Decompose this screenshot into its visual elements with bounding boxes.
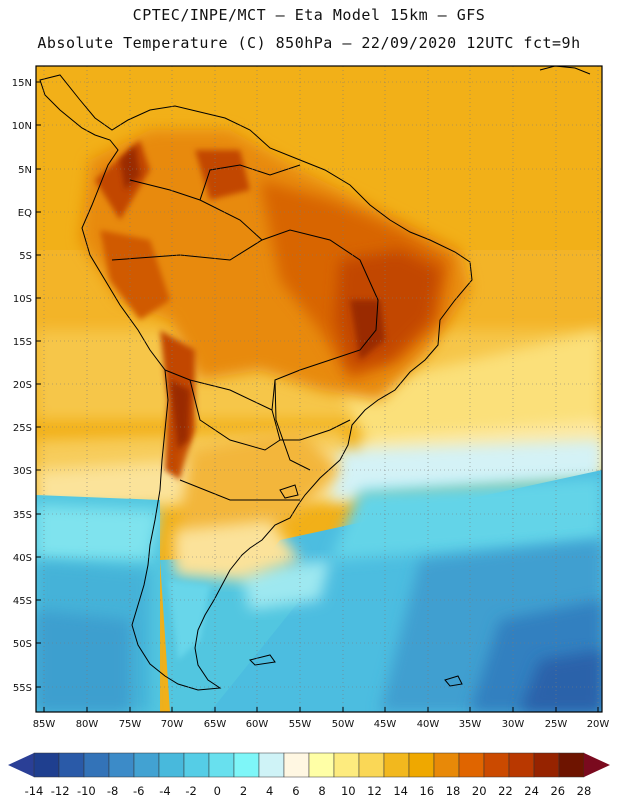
colorbar-swatch [308,752,335,778]
chart-title-line1: CPTEC/INPE/MCT – Eta Model 15km – GFS [132,6,486,24]
lat-label: 45S [13,596,32,607]
lat-label: EQ [18,208,32,219]
colorbar-swatch [433,752,460,778]
lat-label: 20S [13,380,32,391]
lon-label: 80W [76,719,99,730]
colorbar-swatch [533,752,560,778]
coastlines [39,66,591,691]
axis-ticks [36,81,599,712]
lat-label: 10S [13,294,32,305]
colorbar-high-arrow [584,753,610,777]
lon-label: 35W [459,719,482,730]
colorbar-swatch [258,752,285,778]
lon-label: 70W [161,719,184,730]
colorbar-label: -12 [51,784,70,798]
colorbar-swatch [58,752,85,778]
temperature-field [36,66,602,712]
lon-label: 45W [374,719,397,730]
colorbar-label: -10 [77,784,96,798]
colorbar-swatch [283,752,310,778]
lat-label: 35S [13,510,32,521]
lat-label: 40S [13,553,32,564]
colorbar-swatch [483,752,510,778]
colorbar-label: -4 [159,784,170,798]
lon-label: 30W [502,719,525,730]
lat-label: 10N [12,121,32,132]
lat-label: 50S [13,639,32,650]
colorbar-swatch [358,752,385,778]
colorbar-labels: -14 -12 -10 -8 -6 -4 -2 0 2 4 6 8 10 12 14 16 18 20 22 24 26… [25,784,592,798]
colorbar-label: 14 [393,784,408,798]
lat-label: 15S [13,337,32,348]
lon-label: 20W [587,719,610,730]
lon-label: 60W [246,719,269,730]
colorbar-low-arrow [8,753,34,777]
colorbar-swatches [33,752,585,778]
lon-label: 40W [417,719,440,730]
colorbar-swatch [83,752,110,778]
colorbar-label: 24 [524,784,539,798]
colorbar-label: 18 [446,784,461,798]
colorbar-label: 0 [214,784,221,798]
colorbar-label: -6 [133,784,144,798]
colorbar-swatch [158,752,185,778]
colorbar-swatch [558,752,585,778]
lat-label: 5S [19,251,32,262]
lon-label: 50W [332,719,355,730]
colorbar-swatch [183,752,210,778]
colorbar-label: 2 [240,784,247,798]
colorbar-label: 20 [472,784,487,798]
colorbar: -14 -12 -10 -8 -6 -4 -2 0 2 4 6 8 10 12 14 16 18 20 22 24 26… [8,752,610,798]
colorbar-swatch [458,752,485,778]
latitude-labels: 15N 10N 5N EQ 5S 10S 15S 20S 25S 30S 35S… [12,78,32,694]
colorbar-swatch [508,752,535,778]
colorbar-swatch [233,752,260,778]
lat-label: 25S [13,423,32,434]
colorbar-label: 8 [318,784,325,798]
colorbar-swatch [408,752,435,778]
lon-label: 65W [204,719,227,730]
map-frame [35,65,603,713]
colorbar-label: 12 [367,784,382,798]
colorbar-swatch [383,752,410,778]
chart-title-line2: Absolute Temperature (C) 850hPa – 22/09/… [37,34,581,52]
colorbar-label: 16 [420,784,435,798]
colorbar-swatch [33,752,60,778]
colorbar-label: 10 [341,784,356,798]
colorbar-swatch [133,752,160,778]
longitude-labels: 85W 80W 75W 70W 65W 60W 55W 50W 45W 40W … [33,719,610,730]
lat-label: 5N [18,165,32,176]
lon-label: 55W [289,719,312,730]
colorbar-label: 28 [577,784,592,798]
colorbar-label: 22 [498,784,513,798]
colorbar-label: 6 [292,784,299,798]
colorbar-label: 4 [266,784,273,798]
lat-label: 15N [12,78,32,89]
colorbar-label: -2 [185,784,196,798]
lon-label: 75W [119,719,142,730]
lat-label: 30S [13,466,32,477]
colorbar-label: -8 [107,784,118,798]
colorbar-swatch [333,752,360,778]
lon-label: 25W [545,719,568,730]
colorbar-label: 26 [550,784,565,798]
colorbar-swatch [108,752,135,778]
colorbar-swatch [208,752,235,778]
lon-label: 85W [33,719,56,730]
colorbar-label: -14 [25,784,44,798]
lat-label: 55S [13,683,32,694]
